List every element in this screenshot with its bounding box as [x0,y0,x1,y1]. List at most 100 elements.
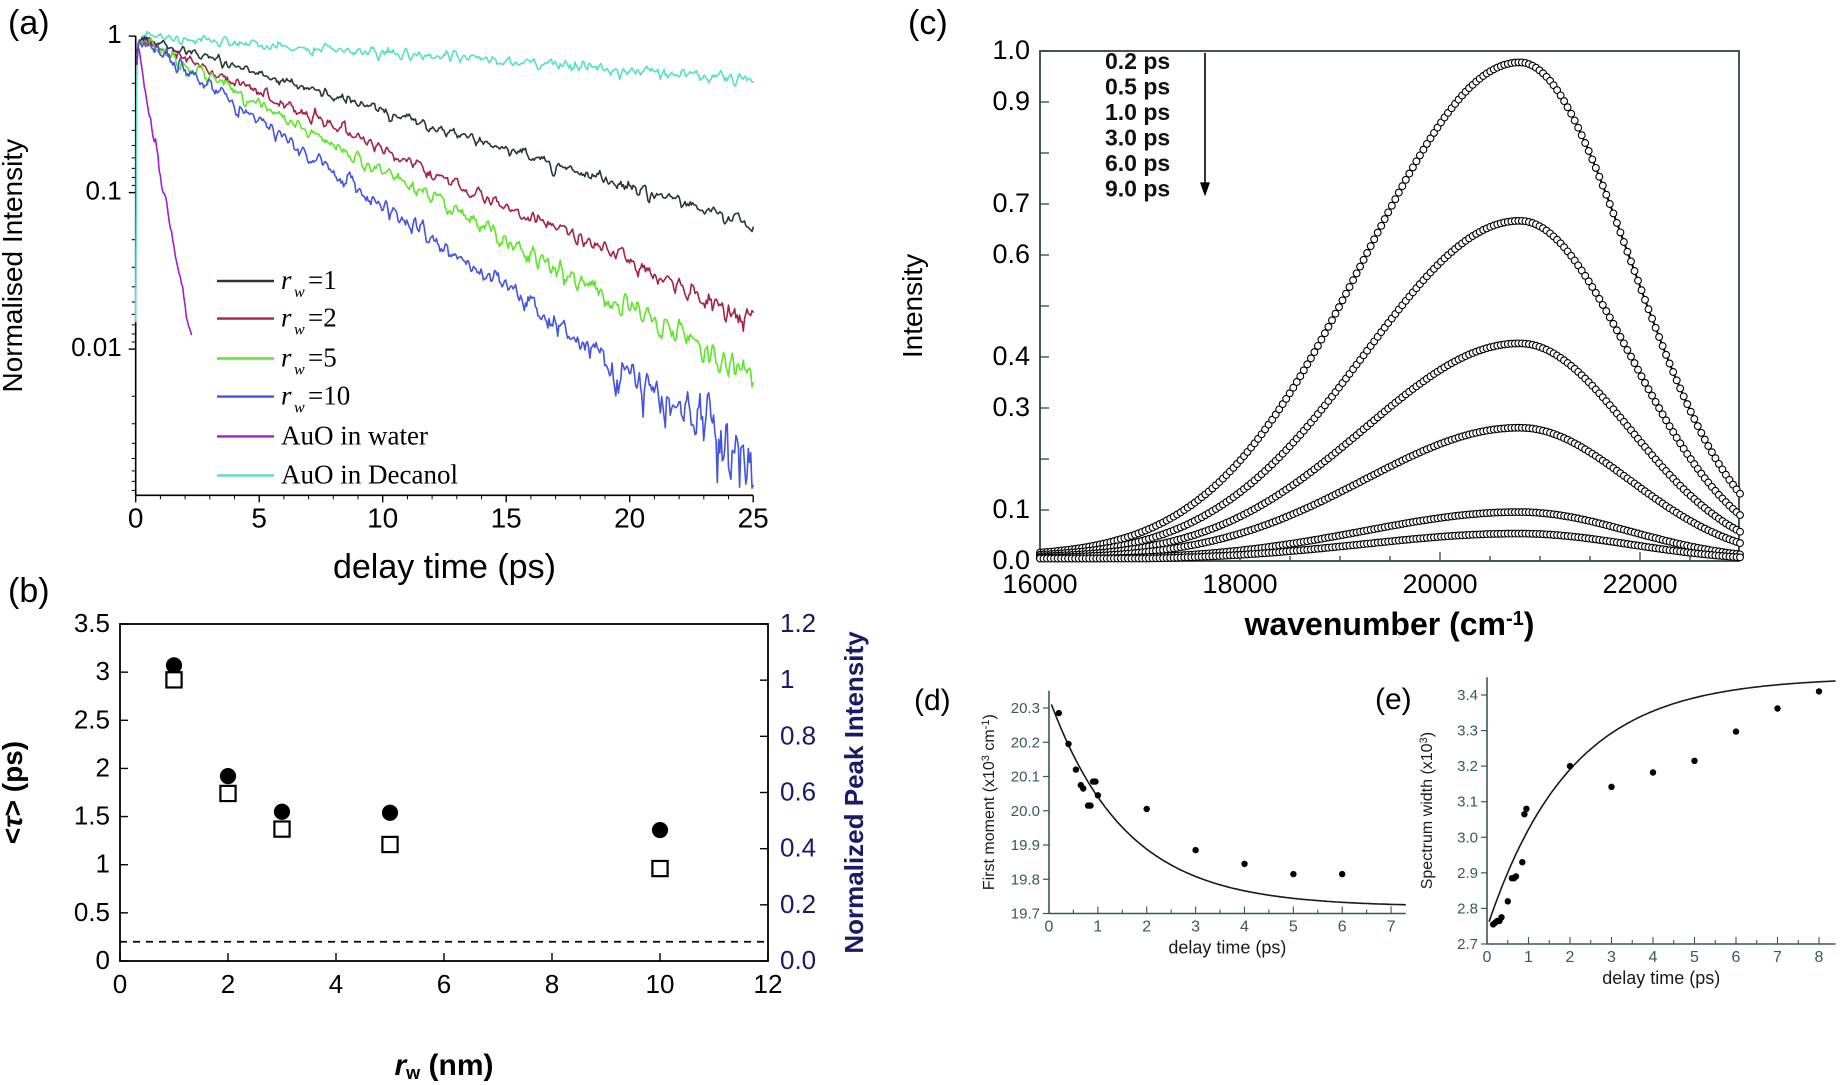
svg-text:(c): (c) [908,4,948,42]
svg-text:10: 10 [367,502,398,533]
svg-text:7: 7 [1387,919,1396,936]
svg-text:8: 8 [1815,949,1824,966]
svg-text:22000: 22000 [1602,569,1677,599]
svg-text:(b): (b) [8,572,50,610]
svg-text:2.8: 2.8 [1457,900,1478,917]
svg-text:5: 5 [251,502,267,533]
svg-text:1: 1 [96,849,110,879]
svg-text:1.0: 1.0 [992,35,1030,65]
svg-text:19.9: 19.9 [1011,837,1040,854]
svg-text:First moment (x103 cm-1): First moment (x103 cm-1) [980,714,998,890]
svg-text:1: 1 [107,19,121,49]
svg-text:20.3: 20.3 [1011,700,1040,717]
svg-text:2.9: 2.9 [1457,865,1478,882]
svg-text:0: 0 [1483,949,1492,966]
svg-text:3.0: 3.0 [1457,829,1478,846]
svg-text:Intensity: Intensity [900,254,928,358]
svg-text:15: 15 [491,502,522,533]
svg-text:19.8: 19.8 [1011,871,1040,888]
svg-text:1.2: 1.2 [780,608,816,638]
svg-text:6: 6 [1732,949,1741,966]
svg-text:0.3: 0.3 [992,392,1030,422]
svg-text:=5: =5 [308,343,337,373]
svg-text:2: 2 [1566,949,1575,966]
svg-text:1.5: 1.5 [74,801,110,831]
svg-text:0.5 ps: 0.5 ps [1105,73,1170,99]
svg-text:w: w [294,284,305,301]
svg-text:0.1: 0.1 [86,176,122,206]
svg-text:=10: =10 [308,381,350,411]
svg-text:9.0 ps: 9.0 ps [1105,175,1170,201]
svg-text:Spectrum width (x103): Spectrum width (x103) [1418,732,1436,889]
svg-text:2: 2 [1142,919,1151,936]
svg-text:3.4: 3.4 [1457,687,1478,704]
svg-text:0.9: 0.9 [992,86,1030,116]
svg-text:delay time (ps): delay time (ps) [1602,968,1720,988]
svg-text:10: 10 [646,969,675,999]
svg-text:7: 7 [1773,949,1782,966]
svg-text:25: 25 [738,502,769,533]
svg-text:5: 5 [1690,949,1699,966]
svg-text:r: r [281,343,292,373]
svg-text:2.5: 2.5 [74,704,110,734]
svg-text:4: 4 [329,969,343,999]
svg-text:0.2: 0.2 [780,889,816,919]
svg-text:3: 3 [1191,919,1200,936]
svg-text:(a): (a) [8,4,50,42]
svg-text:4: 4 [1240,919,1249,936]
svg-text:r: r [281,265,292,295]
svg-text:r: r [281,381,292,411]
svg-text:0.01: 0.01 [71,332,122,362]
svg-text:4: 4 [1649,949,1658,966]
svg-text:1.0 ps: 1.0 ps [1105,99,1170,125]
svg-text:0: 0 [1045,919,1054,936]
svg-text:1: 1 [780,664,794,694]
svg-text:20.0: 20.0 [1011,803,1040,820]
svg-text:20000: 20000 [1402,569,1477,599]
svg-text:19.7: 19.7 [1011,906,1040,923]
svg-text:wavenumber (cm-1): wavenumber (cm-1) [1244,606,1535,642]
svg-text:1: 1 [1524,949,1533,966]
svg-text:w: w [294,400,305,417]
svg-text:0.0: 0.0 [780,945,816,975]
svg-text:3.3: 3.3 [1457,723,1478,740]
svg-text:16000: 16000 [1002,569,1077,599]
svg-text:6.0 ps: 6.0 ps [1105,150,1170,176]
svg-text:6: 6 [437,969,451,999]
svg-text:2: 2 [221,969,235,999]
svg-text:3.2: 3.2 [1457,758,1478,775]
svg-text:20: 20 [614,502,645,533]
svg-text:AuO in water: AuO in water [281,420,428,450]
svg-text:20.1: 20.1 [1011,769,1040,786]
svg-text:0: 0 [113,969,127,999]
svg-text:w: w [294,362,305,379]
svg-text:Normalized Peak Intensity: Normalized Peak Intensity [839,631,869,954]
svg-text:6: 6 [1338,919,1347,936]
svg-text:rw (nm): rw (nm) [394,1049,493,1083]
svg-text:0.2 ps: 0.2 ps [1105,48,1170,74]
svg-text:Normalised Intensity: Normalised Intensity [0,139,28,393]
svg-text:3.1: 3.1 [1457,794,1478,811]
svg-text:8: 8 [545,969,559,999]
svg-text:3.0 ps: 3.0 ps [1105,124,1170,150]
svg-text:3.5: 3.5 [74,608,110,638]
svg-text:=1: =1 [308,265,337,295]
svg-text:0.4: 0.4 [780,833,816,863]
svg-text:2.7: 2.7 [1457,936,1478,953]
svg-text:r: r [281,303,292,333]
svg-text:5: 5 [1289,919,1298,936]
svg-text:3: 3 [1607,949,1616,966]
svg-text:0.4: 0.4 [992,341,1030,371]
svg-text:18000: 18000 [1202,569,1277,599]
svg-text:3: 3 [96,656,110,686]
svg-text:(e): (e) [1375,683,1412,716]
svg-text:<τ> (ps): <τ> (ps) [0,741,28,844]
svg-text:0.6: 0.6 [992,239,1030,269]
svg-text:0: 0 [128,502,144,533]
svg-text:2: 2 [96,752,110,782]
svg-text:0.7: 0.7 [992,188,1030,218]
svg-text:0.6: 0.6 [780,776,816,806]
svg-text:0: 0 [96,945,110,975]
svg-text:(d): (d) [914,684,951,717]
svg-text:0.8: 0.8 [780,720,816,750]
